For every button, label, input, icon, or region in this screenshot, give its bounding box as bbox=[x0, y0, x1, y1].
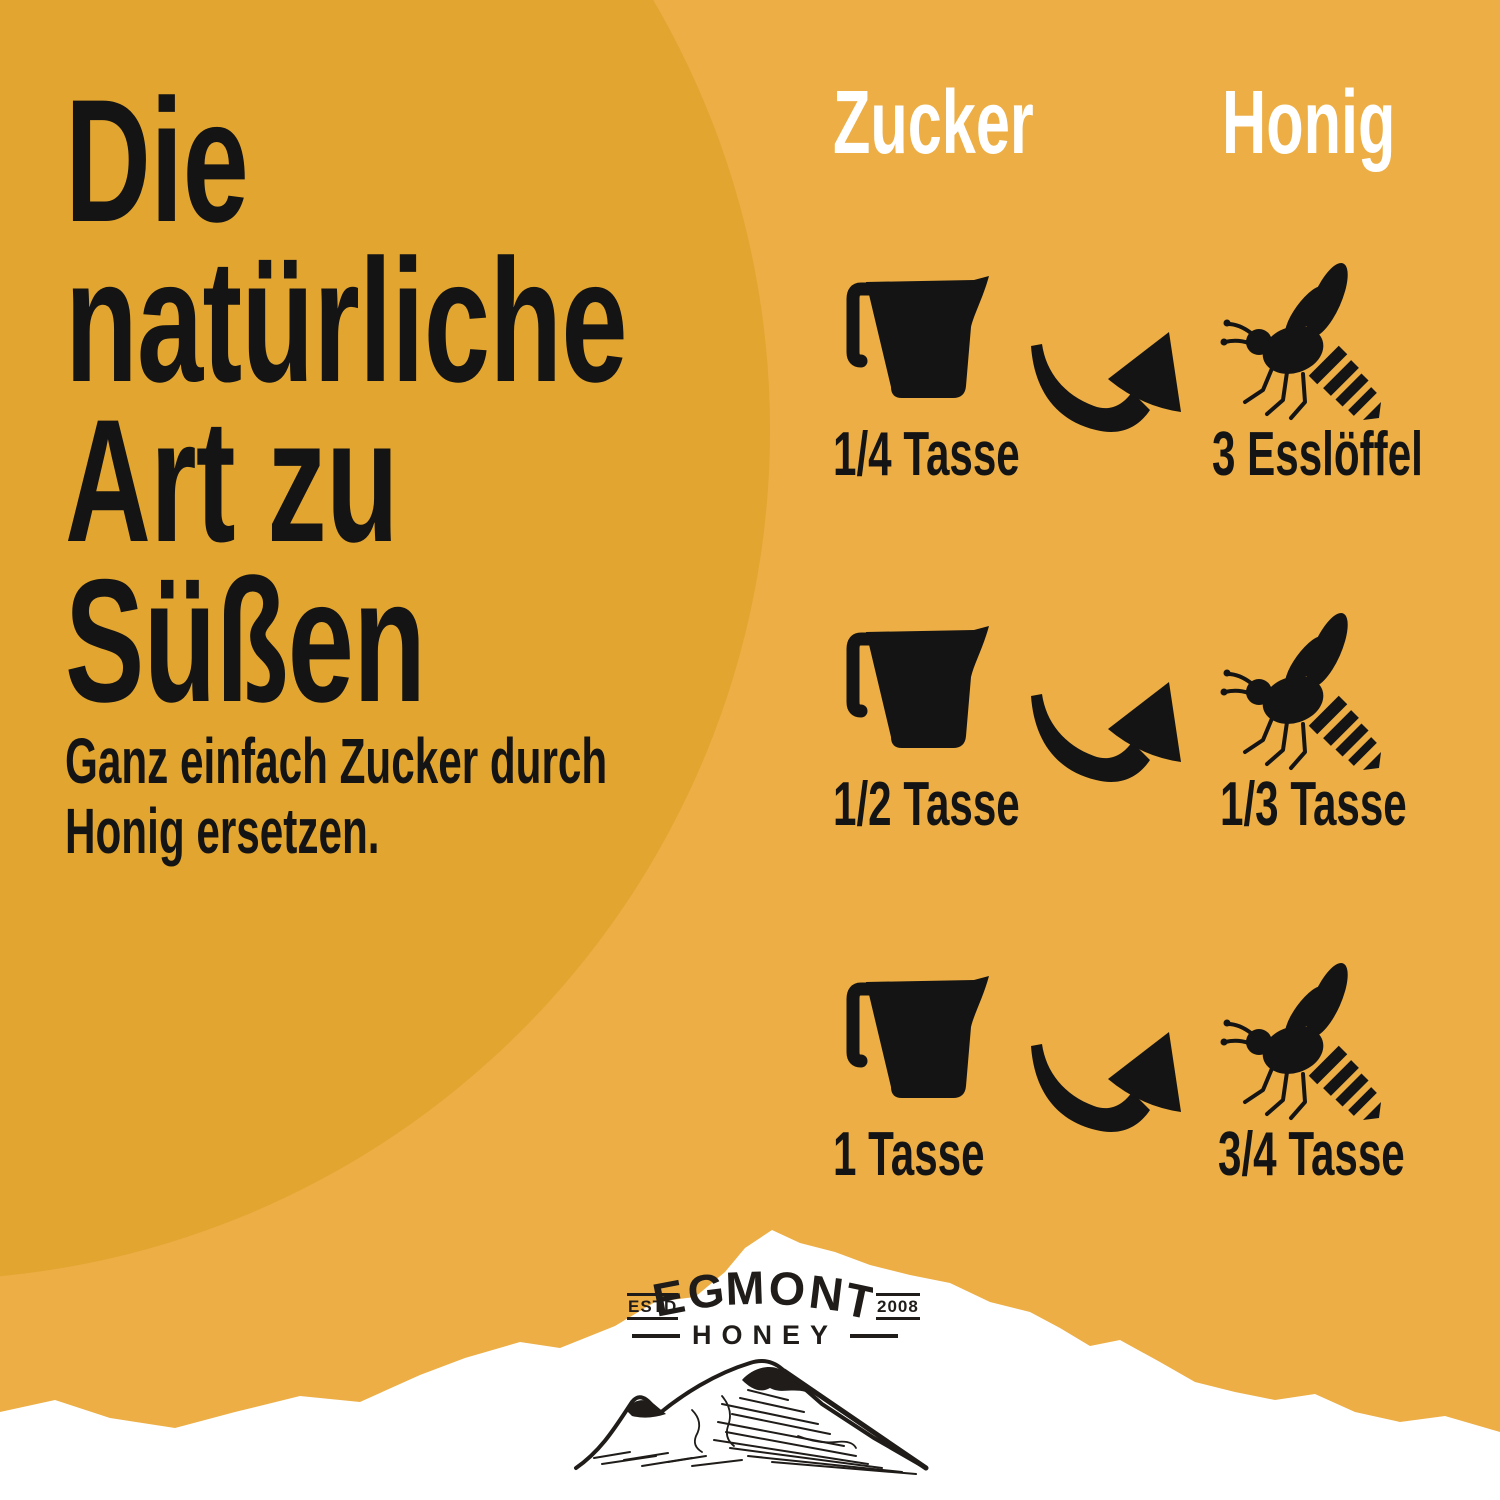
honey-amount-label: 3/4 Tasse bbox=[1218, 1124, 1493, 1186]
bee-icon bbox=[1215, 608, 1390, 780]
sugar-amount-text: 1/2 Tasse bbox=[833, 770, 1020, 839]
bee-icon bbox=[1215, 258, 1390, 430]
headline-line: Süßen bbox=[65, 544, 426, 739]
subtitle: Ganz einfach Zucker durch Honig ersetzen… bbox=[65, 726, 887, 866]
honey-amount-label: 1/3 Tasse bbox=[1220, 774, 1495, 836]
curved-arrow-icon bbox=[1028, 324, 1188, 438]
honey-amount-text: 1/3 Tasse bbox=[1220, 770, 1407, 839]
sugar-amount-text: 1/4 Tasse bbox=[833, 420, 1020, 489]
measuring-cup-icon bbox=[846, 272, 996, 404]
honey-amount-text: 3 Esslöffel bbox=[1212, 420, 1423, 489]
sugar-column-header: Zucker bbox=[833, 78, 1128, 168]
sugar-amount-label: 1/4 Tasse bbox=[833, 424, 1108, 486]
subtitle-line: Honig ersetzen. bbox=[65, 795, 380, 867]
bee-icon bbox=[1215, 958, 1390, 1130]
curved-arrow-icon bbox=[1028, 674, 1188, 788]
measuring-cup-icon bbox=[846, 972, 996, 1104]
measuring-cup-icon bbox=[846, 622, 996, 754]
headline-line: natürliche bbox=[65, 224, 628, 419]
honey-column-header-label: Honig bbox=[1222, 73, 1396, 173]
honey-amount-text: 3/4 Tasse bbox=[1218, 1120, 1405, 1189]
headline: Die natürliche Art zu Süßen bbox=[65, 64, 891, 739]
honey-amount-label: 3 Esslöffel bbox=[1212, 424, 1500, 486]
honey-column-header: Honig bbox=[1222, 78, 1477, 168]
sugar-amount-text: 1 Tasse bbox=[833, 1120, 985, 1189]
subtitle-line: Ganz einfach Zucker durch bbox=[65, 725, 608, 797]
sugar-amount-label: 1/2 Tasse bbox=[833, 774, 1108, 836]
torn-paper-edge bbox=[0, 1230, 1500, 1500]
sugar-column-header-label: Zucker bbox=[833, 73, 1034, 173]
headline-line: Art zu bbox=[65, 384, 399, 579]
headline-line: Die bbox=[65, 64, 249, 259]
curved-arrow-icon bbox=[1028, 1024, 1188, 1138]
sugar-amount-label: 1 Tasse bbox=[833, 1124, 1056, 1186]
